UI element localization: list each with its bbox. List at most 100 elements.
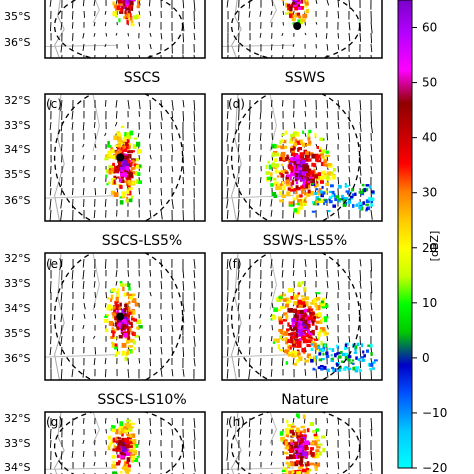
reflectivity-cell bbox=[126, 331, 131, 335]
reflectivity-cell bbox=[278, 170, 283, 174]
reflectivity-cell bbox=[123, 452, 129, 456]
reflectivity-cell bbox=[112, 167, 115, 172]
reflectivity-cell bbox=[128, 321, 133, 325]
panel-frame bbox=[221, 0, 383, 59]
reflectivity-cell bbox=[345, 190, 350, 193]
reflectivity-cell bbox=[315, 428, 320, 432]
reflectivity-cell bbox=[280, 151, 286, 156]
wind-vector bbox=[127, 357, 129, 365]
reflectivity-cell bbox=[319, 348, 323, 351]
wind-vector bbox=[171, 110, 173, 119]
reflectivity-cell bbox=[114, 343, 118, 347]
wind-vector bbox=[259, 176, 262, 183]
reflectivity-cell bbox=[288, 351, 292, 356]
reflectivity-cell bbox=[315, 451, 318, 456]
reflectivity-cell bbox=[130, 4, 134, 8]
wind-vector bbox=[182, 176, 185, 185]
reflectivity-cell bbox=[282, 185, 286, 191]
reflectivity-cell bbox=[289, 6, 293, 12]
reflectivity-cell bbox=[314, 466, 318, 471]
reflectivity-cell bbox=[311, 173, 314, 177]
reflectivity-cell bbox=[292, 308, 297, 314]
wind-vector bbox=[270, 258, 273, 269]
wind-vector bbox=[138, 187, 140, 195]
reflectivity-cell bbox=[272, 341, 276, 344]
reflectivity-cell bbox=[310, 308, 313, 312]
reflectivity-cell bbox=[320, 170, 326, 175]
reflectivity-cell bbox=[339, 350, 343, 355]
boundary-line bbox=[269, 0, 277, 24]
radar-range-circle bbox=[53, 94, 184, 221]
reflectivity-cell bbox=[317, 305, 321, 311]
wind-vector bbox=[271, 450, 273, 456]
reflectivity-cell bbox=[113, 136, 118, 141]
reflectivity-cell bbox=[299, 309, 304, 315]
reflectivity-cell bbox=[276, 338, 280, 343]
reflectivity-cell bbox=[132, 171, 136, 175]
wind-vector bbox=[193, 132, 196, 142]
wind-vector bbox=[226, 417, 229, 426]
wind-vector bbox=[270, 269, 273, 277]
reflectivity-cell bbox=[317, 312, 322, 318]
reflectivity-cell bbox=[117, 0, 122, 4]
reflectivity-cell bbox=[310, 358, 314, 363]
wind-vector bbox=[259, 450, 262, 457]
reflectivity-cell bbox=[328, 198, 331, 201]
reflectivity-cell bbox=[303, 200, 307, 203]
reflectivity-cell bbox=[319, 327, 325, 331]
reflectivity-cell bbox=[316, 453, 320, 459]
reflectivity-cell bbox=[290, 172, 294, 177]
reflectivity-cell bbox=[121, 447, 127, 452]
reflectivity-cell bbox=[320, 367, 324, 371]
boundary-line bbox=[92, 0, 100, 24]
reflectivity-cell bbox=[132, 438, 137, 444]
wind-vector bbox=[259, 110, 262, 120]
wind-vector bbox=[337, 43, 340, 50]
reflectivity-cell bbox=[112, 328, 117, 332]
wind-vector bbox=[304, 99, 307, 107]
wind-vector bbox=[326, 280, 329, 289]
reflectivity-cell bbox=[306, 316, 311, 321]
reflectivity-cell bbox=[288, 12, 294, 15]
reflectivity-cell bbox=[104, 328, 109, 333]
reflectivity-cell bbox=[121, 309, 125, 314]
reflectivity-cell bbox=[317, 443, 323, 446]
reflectivity-cell bbox=[108, 169, 112, 175]
reflectivity-cell bbox=[302, 167, 307, 172]
reflectivity-cell bbox=[120, 125, 125, 129]
reflectivity-cell bbox=[370, 200, 374, 204]
reflectivity-cell bbox=[287, 464, 291, 468]
reflectivity-cell bbox=[304, 184, 308, 189]
wind-vector bbox=[49, 209, 52, 221]
wind-vector bbox=[171, 368, 174, 377]
boundary-line bbox=[92, 94, 100, 152]
wind-vector bbox=[270, 417, 273, 423]
wind-vector bbox=[359, 258, 362, 267]
wind-vector bbox=[370, 461, 373, 471]
lat-label: 32°S bbox=[4, 412, 30, 425]
reflectivity-cell bbox=[309, 422, 315, 427]
panel-title-f: SSWS-LS5% bbox=[263, 233, 347, 249]
wind-vector bbox=[104, 417, 107, 424]
reflectivity-cell bbox=[323, 157, 327, 161]
reflectivity-cell bbox=[126, 349, 130, 353]
reflectivity-cell bbox=[297, 281, 301, 286]
wind-vector bbox=[82, 165, 85, 172]
reflectivity-cell bbox=[110, 336, 115, 340]
wind-vector bbox=[71, 43, 74, 50]
reflectivity-cell bbox=[128, 198, 133, 203]
reflectivity-cell bbox=[324, 163, 328, 167]
reflectivity-cell bbox=[286, 434, 289, 437]
reflectivity-cell bbox=[299, 201, 303, 206]
reflectivity-cell bbox=[300, 328, 303, 332]
wind-vector bbox=[93, 461, 96, 467]
wind-vector bbox=[370, 450, 373, 461]
reflectivity-cell bbox=[291, 345, 297, 348]
wind-vector bbox=[237, 346, 240, 356]
reflectivity-cell bbox=[328, 347, 331, 351]
reflectivity-cell bbox=[311, 320, 315, 324]
wind-vector bbox=[60, 357, 63, 367]
reflectivity-cell bbox=[124, 303, 128, 308]
reflectivity-cell bbox=[370, 351, 373, 356]
reflectivity-cell bbox=[321, 349, 325, 352]
